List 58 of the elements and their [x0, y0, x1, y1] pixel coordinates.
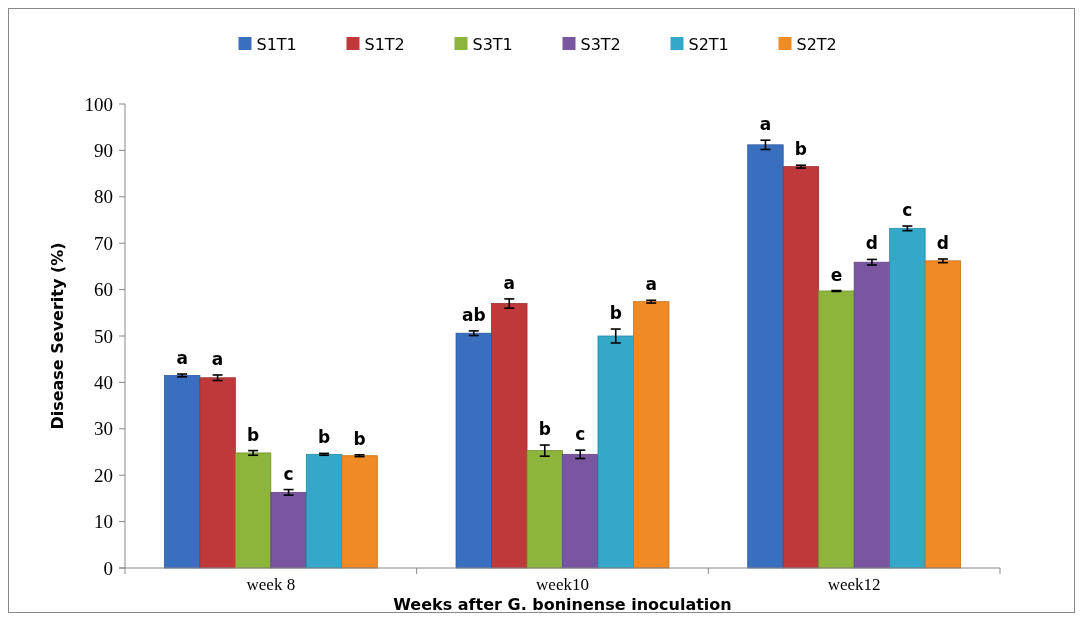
y-tick-label: 60 [94, 279, 113, 301]
data-label: d [936, 232, 949, 253]
data-label: b [538, 419, 551, 440]
data-label: a [176, 348, 188, 369]
bar [491, 303, 528, 569]
bar [597, 335, 634, 569]
y-tick-label: 30 [94, 418, 113, 440]
data-label: a [645, 274, 657, 295]
data-label: c [902, 200, 913, 221]
y-tick-label: 10 [94, 511, 113, 533]
x-tick-label: week12 [827, 575, 881, 594]
bar [341, 455, 378, 569]
bar [818, 290, 855, 569]
legend-label: S2T2 [796, 34, 837, 54]
bar [305, 453, 343, 569]
y-tick-label: 50 [94, 325, 113, 347]
x-axis-title: Weeks after G. boninense inoculation [393, 595, 732, 614]
y-tick-label: 90 [94, 140, 113, 162]
bar [199, 377, 236, 569]
bar [270, 491, 307, 569]
legend-label: S1T1 [256, 34, 297, 54]
data-label: b [353, 428, 366, 449]
data-label: b [794, 139, 808, 160]
data-label: a [211, 348, 224, 369]
data-label: c [575, 424, 586, 445]
data-label: ab [461, 304, 486, 325]
legend-label: S3T1 [472, 34, 513, 54]
y-tick-label: 100 [84, 93, 113, 115]
bar [526, 450, 563, 569]
y-tick-label: 0 [103, 557, 113, 579]
data-label: b [317, 427, 331, 448]
bar [853, 261, 891, 569]
x-tick-label: week10 [536, 575, 589, 594]
data-label: a [759, 114, 772, 135]
bar [924, 260, 962, 569]
y-tick-label: 80 [94, 186, 113, 208]
bar [163, 375, 201, 569]
bar [889, 227, 926, 569]
bar [455, 332, 492, 569]
data-label: c [283, 463, 294, 484]
y-tick-label: 20 [94, 464, 113, 486]
data-label: b [609, 303, 622, 324]
y-tick-label: 70 [94, 232, 113, 254]
bar [747, 144, 784, 569]
legend-label: S2T1 [688, 34, 729, 54]
x-tick-label: week 8 [246, 575, 296, 594]
bar [782, 166, 820, 569]
data-label: a [503, 272, 516, 293]
bar [633, 301, 670, 569]
bar [562, 453, 599, 569]
legend-label: S1T2 [364, 34, 405, 54]
legend-label: S3T2 [580, 34, 621, 54]
data-label: d [865, 233, 878, 254]
data-label: b [247, 424, 260, 445]
y-axis-title: Disease Severity (%) [48, 242, 67, 430]
data-label: e [830, 264, 843, 285]
y-tick-label: 40 [94, 372, 113, 394]
bar [234, 452, 272, 569]
